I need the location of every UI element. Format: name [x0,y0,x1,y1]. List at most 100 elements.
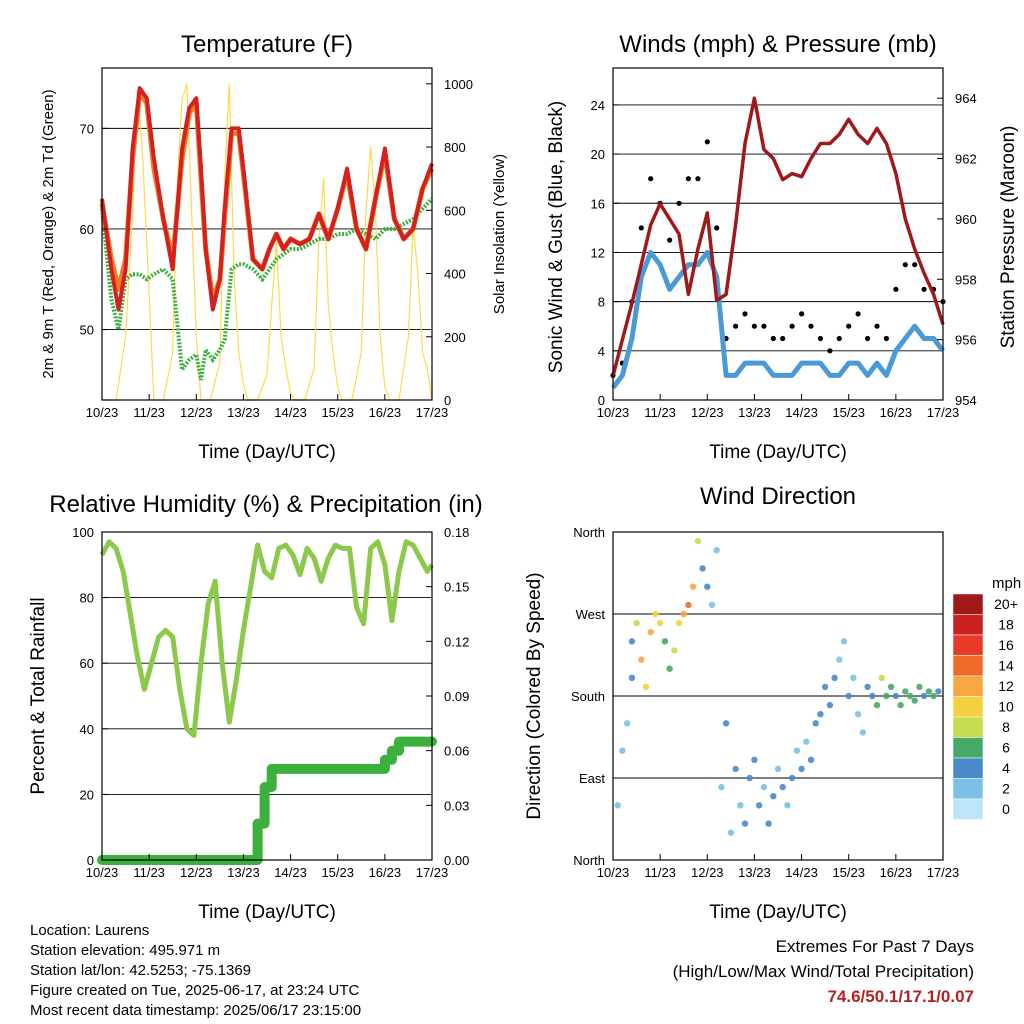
solar-insolation-line [102,83,433,401]
direction-point [854,711,862,718]
direction-point [642,683,650,691]
y-tick-label-right: 954 [955,393,977,408]
y-tick-label-left: 20 [591,147,605,162]
direction-point [845,692,852,700]
direction-point [873,701,881,709]
legend-swatch [952,737,984,759]
y-tick-label-right: 964 [955,91,977,106]
legend-label: 14 [998,658,1014,674]
x-tick-label: 15/23 [832,865,865,880]
x-tick-label: 17/23 [927,865,960,880]
direction-point [911,697,918,704]
direction-point [906,692,914,700]
direction-point [892,692,900,700]
x-tick-label: 15/23 [321,865,354,880]
legend-swatch [952,593,984,615]
y-tick-label-right: 0.15 [444,580,469,595]
x-tick-label: 14/23 [785,865,818,880]
pressure-line [611,96,945,377]
direction-ylabel-left: Direction (Colored By Speed) [524,572,545,819]
speed-legend-title: mph [992,575,1021,592]
legend-label: 16 [998,637,1014,653]
x-tick-label: 10/23 [86,865,119,880]
gust-point [874,323,880,329]
precipitation-series [97,736,437,865]
gust-point [648,176,654,182]
direction-axes: 10/23 11/23 12/23 13/23 14/23 15/23 16/23 17/23… [571,525,959,880]
winds-plot-frame [612,67,944,401]
direction-point [831,674,838,681]
legend-swatch [952,614,984,636]
direction-point [821,683,829,691]
gust-point [751,323,758,329]
direction-point [850,674,857,681]
direction-point [718,783,725,791]
direction-point [680,610,687,618]
temp-2m-series [100,86,434,312]
y-tick-label-right: 0 [444,393,451,408]
precipitation-line [97,736,437,865]
winds-xlabel: Time (Day/UTC) [709,442,847,463]
legend-swatch [952,778,984,800]
y-tick-label-left: South [571,689,605,704]
x-tick-label: 15/23 [321,405,354,420]
y-tick-label-left: 8 [598,295,605,310]
direction-point [878,674,885,681]
temperature-gridlines [102,127,432,331]
direction-point [793,747,801,754]
direction-point [708,601,716,609]
sonic-wind-line [611,249,945,390]
x-tick-label: 17/23 [927,405,960,420]
legend-label: 8 [1002,719,1010,735]
direction-point [751,756,758,763]
y-tick-label-right: 0.00 [444,853,469,868]
gust-point [742,311,748,317]
direction-point [798,765,805,773]
direction-point [925,688,933,695]
pressure-series [611,96,945,377]
temperature-plot-frame [101,67,433,401]
temperature-xlabel: Time (Day/UTC) [198,442,336,463]
direction-point [741,820,749,827]
direction-point [671,647,678,654]
y-tick-label-left: 80 [80,591,94,606]
gust-point [836,335,842,342]
direction-point [704,583,711,590]
direction-point [628,638,636,645]
temperature-ylabel-left: 2m & 9m T (Red, Orange) & 2m Td (Green) [40,89,57,378]
direction-point [661,638,669,645]
gust-point [912,262,918,268]
direction-point [817,711,824,718]
y-tick-label-right: 958 [955,272,977,287]
y-tick-label-left: 20 [80,787,94,802]
x-tick-label: 11/23 [644,865,676,880]
legend-label: 4 [1002,760,1010,776]
y-tick-label-left: 60 [80,222,94,237]
relative-humidity-series [99,539,435,738]
y-tick-label-right: 0.09 [444,689,469,704]
legend-label: 10 [998,699,1014,715]
x-tick-label: 12/23 [180,405,213,420]
direction-point [675,619,683,627]
y-tick-label-left: 100 [72,525,94,540]
legend-swatch [952,675,984,697]
gust-point [855,311,861,317]
gust-point [638,225,644,231]
x-tick-label: 16/23 [880,405,913,420]
direction-point [920,692,928,700]
legend-label: 6 [1002,740,1010,756]
direction-point [935,688,942,695]
legend-label: 2 [1002,781,1010,797]
x-tick-label: 16/23 [369,865,402,880]
x-tick-label: 12/23 [691,405,724,420]
x-tick-label: 15/23 [832,405,865,420]
y-tick-label-left: North [573,853,605,868]
x-tick-label: 12/23 [180,865,213,880]
legend-swatch [952,655,984,677]
direction-point [887,683,895,691]
y-tick-label-right: 800 [444,140,466,155]
direction-point [897,701,904,709]
x-tick-label: 11/23 [133,865,165,880]
direction-point [755,802,763,809]
